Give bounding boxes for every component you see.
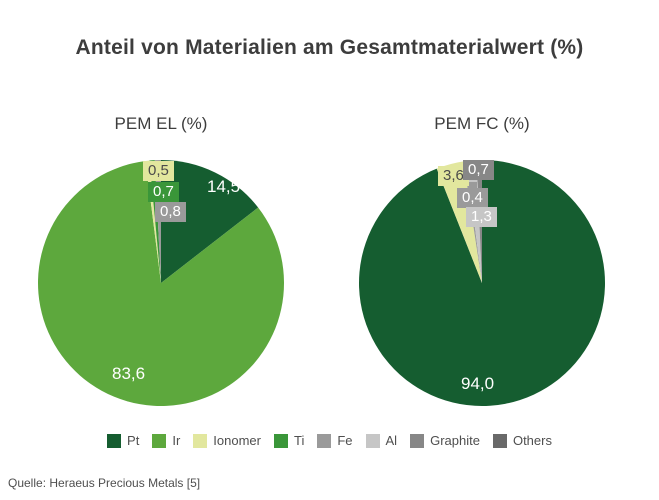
- legend-swatch-ir: [152, 433, 167, 448]
- legend-label-others: Others: [512, 433, 552, 448]
- legend: Pt Ir Ionomer Ti Fe Al Graphite Others: [0, 433, 659, 448]
- legend-swatch-graphite: [410, 433, 425, 448]
- legend-label-ir: Ir: [172, 433, 181, 448]
- legend-label-graphite: Graphite: [430, 433, 480, 448]
- pie-label-fe: 0,4: [457, 188, 488, 208]
- legend-swatch-others: [492, 433, 507, 448]
- pie-label-ionomer: 3,6: [438, 166, 469, 186]
- pie-fc-title: PEM FC (%): [434, 114, 530, 133]
- legend-label-ionomer: Ionomer: [213, 433, 261, 448]
- legend-label-ti: Ti: [293, 433, 305, 448]
- legend-item-graphite: Graphite: [410, 433, 480, 448]
- pie-label-ionomer: 0,5: [143, 161, 174, 181]
- pie-label-graphite: 0,7: [463, 160, 494, 180]
- legend-swatch-ti: [273, 433, 288, 448]
- pie-label-al: 1,3: [466, 207, 497, 227]
- legend-label-al: Al: [385, 433, 398, 448]
- legend-swatch-fe: [317, 433, 332, 448]
- legend-label-pt: Pt: [127, 433, 140, 448]
- pie-slice-pt: [359, 160, 606, 406]
- pie-el-title: PEM EL (%): [114, 114, 208, 133]
- legend-item-ti: Ti: [273, 433, 305, 448]
- legend-item-fe: Fe: [317, 433, 353, 448]
- pie-label-pt: 14,5: [207, 177, 241, 196]
- legend-swatch-al: [365, 433, 380, 448]
- legend-item-ir: Ir: [152, 433, 180, 448]
- chart-title: Anteil von Materialien am Gesamtmaterial…: [75, 36, 584, 59]
- legend-item-others: Others: [492, 433, 552, 448]
- pie-label-pt: 94,0: [461, 374, 495, 393]
- pie-slice-ionomer: [436, 161, 482, 283]
- label-connector: [468, 182, 477, 190]
- pie-slice-ir: [38, 160, 285, 407]
- legend-swatch-ionomer: [193, 433, 208, 448]
- source-note: Quelle: Heraeus Precious Metals [5]: [8, 476, 201, 490]
- legend-item-ionomer: Ionomer: [193, 433, 261, 448]
- pie-label-ir: 83,6: [112, 364, 146, 383]
- pie-label-ti: 0,7: [148, 182, 179, 202]
- legend-label-fe: Fe: [337, 433, 353, 448]
- legend-swatch-pt: [107, 433, 122, 448]
- legend-item-al: Al: [365, 433, 398, 448]
- legend-item-pt: Pt: [107, 433, 139, 448]
- pie-slice-pt: [161, 160, 259, 283]
- pie-label-fe: 0,8: [155, 202, 186, 222]
